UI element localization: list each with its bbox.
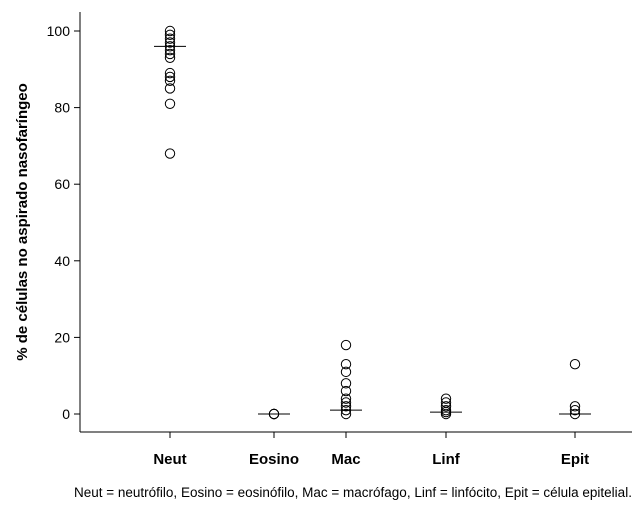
y-ticks: 0 20 40 60 80 100 (47, 23, 80, 422)
data-point (340, 378, 352, 389)
data-point (164, 44, 176, 56)
axes (79, 12, 632, 433)
data-point (340, 366, 352, 378)
x-tick-label: Linf (432, 451, 460, 468)
data-point (340, 397, 352, 408)
data-point (340, 408, 352, 420)
data-point (340, 359, 352, 370)
y-tick-label: 100 (47, 23, 71, 39)
y-tick-label: 0 (62, 406, 70, 422)
y-tick-label: 60 (54, 176, 70, 192)
data-point (164, 29, 176, 41)
data-point (440, 401, 452, 412)
data-point (164, 71, 176, 83)
data-point (340, 401, 352, 412)
data-point (164, 52, 176, 64)
x-ticks: Neut Eosino Mac Linf Epit (153, 432, 589, 468)
y-tick-label: 20 (54, 329, 70, 345)
x-tick-label: Epit (561, 451, 589, 468)
y-axis-label: % de células no aspirado nasofaríngeo (14, 83, 31, 361)
data-point (340, 339, 352, 351)
scatter-chart: 0 20 40 60 80 100 Neut Eosino Mac Linf Epit % de … (14, 12, 632, 468)
data-point (164, 83, 176, 94)
data-point (569, 401, 581, 412)
data-point (164, 33, 176, 44)
data-point (440, 408, 452, 420)
median-lines (154, 45, 591, 415)
data-point (569, 359, 581, 370)
data-points (164, 25, 581, 420)
data-point (164, 37, 176, 48)
data-point (340, 393, 352, 404)
x-tick-label: Mac (331, 451, 360, 468)
data-point (164, 75, 176, 86)
data-point (164, 98, 176, 109)
x-tick-label: Eosino (249, 451, 299, 468)
x-tick-label: Neut (153, 451, 186, 468)
data-point (440, 393, 452, 404)
data-point (164, 48, 176, 60)
data-point (164, 67, 176, 79)
data-point (164, 148, 176, 159)
data-point (340, 385, 352, 397)
data-point (569, 404, 581, 416)
y-tick-label: 80 (54, 100, 70, 116)
figure-caption: Neut = neutrófilo, Eosino = eosinófilo, … (74, 485, 632, 500)
y-tick-label: 40 (54, 253, 70, 269)
data-point (164, 25, 176, 37)
